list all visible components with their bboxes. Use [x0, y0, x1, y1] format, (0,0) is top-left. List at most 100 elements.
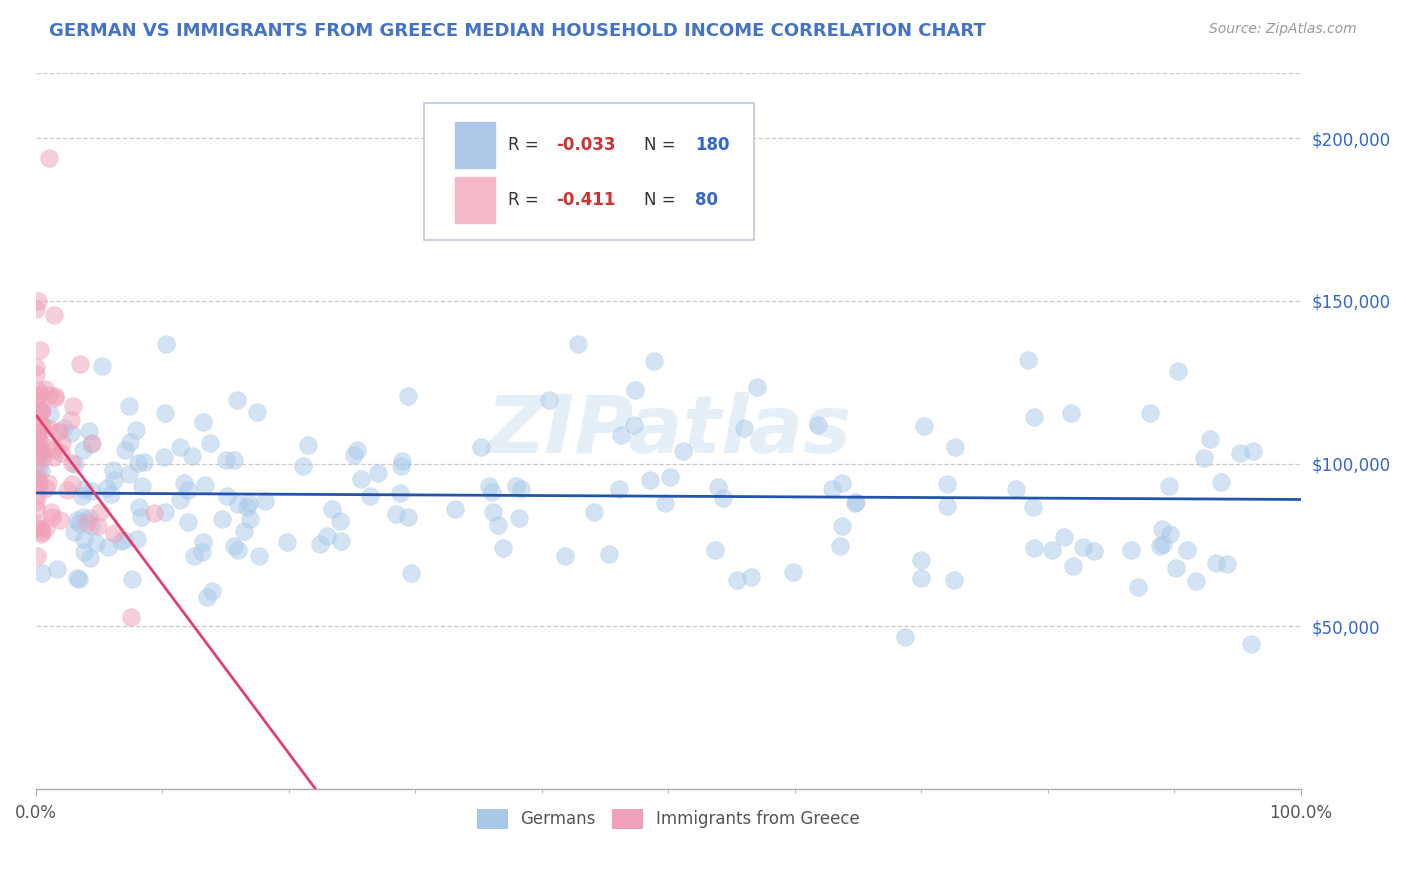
Point [1215, 558, 1237, 572]
Point [27, 409, 49, 423]
Point [25, 495, 48, 509]
Point [63, 525, 86, 540]
Point [125, 533, 148, 547]
Point [389, 486, 412, 500]
Text: 80: 80 [695, 191, 718, 209]
Point [1205, 557, 1227, 571]
Point [103, 473, 125, 487]
Point [1005, 482, 1028, 496]
Point [49, 512, 72, 526]
Point [76, 515, 98, 529]
Point [169, 492, 191, 507]
Point [77, 425, 100, 439]
Point [247, 549, 270, 564]
Point [80, 436, 103, 450]
Point [118, 467, 141, 482]
Point [1159, 527, 1181, 541]
Point [25, 441, 48, 455]
Point [226, 496, 249, 510]
Point [623, 383, 645, 397]
Point [37, 476, 59, 491]
Point [610, 428, 633, 442]
Point [110, 533, 132, 548]
Point [1126, 580, 1149, 594]
Point [120, 435, 142, 450]
Point [28, 402, 51, 417]
Point [1119, 542, 1142, 557]
Point [1167, 364, 1189, 378]
Point [25, 549, 48, 563]
Point [910, 553, 932, 567]
Point [1062, 558, 1084, 573]
Point [343, 448, 366, 462]
Point [27, 293, 49, 308]
Point [25, 456, 48, 470]
Text: N =: N = [644, 136, 681, 153]
Point [554, 549, 576, 563]
Point [38, 151, 60, 165]
Point [226, 392, 249, 407]
Point [191, 415, 214, 429]
Point [782, 566, 804, 580]
Point [733, 421, 755, 435]
Point [51, 436, 73, 450]
Point [38, 407, 60, 421]
Point [232, 524, 254, 538]
Point [672, 444, 695, 458]
Point [176, 483, 198, 497]
FancyBboxPatch shape [425, 103, 755, 240]
Point [508, 510, 530, 524]
Point [37, 440, 59, 454]
Point [80, 437, 103, 451]
Point [27, 477, 49, 491]
Point [27, 395, 49, 409]
Point [211, 512, 233, 526]
Point [120, 610, 142, 624]
Point [1053, 530, 1076, 544]
Point [62, 399, 84, 413]
Point [1159, 479, 1181, 493]
Point [1022, 500, 1045, 514]
Point [215, 453, 238, 467]
Point [912, 419, 935, 434]
Text: -0.411: -0.411 [555, 191, 616, 209]
Point [77, 511, 100, 525]
Point [129, 509, 152, 524]
Point [65, 457, 87, 471]
Point [25, 472, 48, 486]
Point [28, 420, 51, 434]
Point [1166, 561, 1188, 575]
Point [25, 426, 48, 441]
Point [100, 487, 122, 501]
Point [725, 573, 748, 587]
Point [246, 405, 269, 419]
Point [486, 518, 509, 533]
Point [704, 543, 727, 558]
Point [1040, 543, 1063, 558]
Point [96, 482, 118, 496]
Point [658, 469, 681, 483]
Point [180, 450, 202, 464]
Point [807, 418, 830, 433]
Point [537, 393, 560, 408]
Point [72, 490, 94, 504]
Point [643, 354, 665, 368]
Point [239, 512, 262, 526]
Point [1241, 444, 1264, 458]
Point [478, 479, 501, 493]
Point [510, 482, 533, 496]
Point [1175, 543, 1198, 558]
Point [943, 573, 966, 587]
Point [173, 475, 195, 490]
Point [297, 438, 319, 452]
Point [27, 427, 49, 442]
Point [35, 521, 58, 535]
Point [505, 478, 527, 492]
Point [67, 572, 90, 586]
Point [25, 520, 48, 534]
Point [25, 488, 48, 502]
Point [396, 389, 419, 403]
Point [707, 480, 730, 494]
Point [321, 502, 343, 516]
Point [25, 434, 48, 449]
